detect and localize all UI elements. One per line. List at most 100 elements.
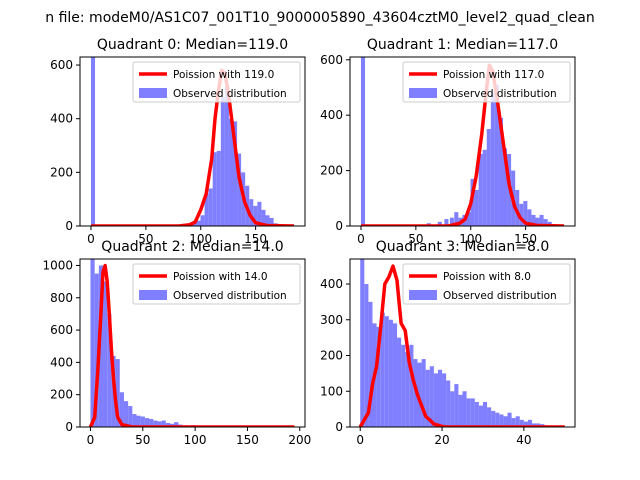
histogram-bar: [98, 265, 104, 427]
legend-box: [402, 263, 571, 305]
y-tick-label: 0: [65, 219, 73, 233]
histogram-bar: [466, 398, 471, 427]
histogram-bar: [208, 188, 213, 226]
subplot-title: Quadrant 3: Median=8.0: [376, 239, 550, 255]
histogram-bar: [482, 149, 487, 226]
histogram-bar: [482, 401, 488, 427]
legend: Poission with 119.0 Observed distribution: [132, 61, 301, 103]
histogram-bar: [449, 217, 454, 226]
histogram-bar: [384, 316, 389, 427]
histogram-bar: [249, 199, 254, 226]
legend: Poission with 8.0 Observed distribution: [402, 263, 571, 305]
histogram-bar: [519, 203, 524, 226]
histogram-bar: [123, 401, 129, 427]
histogram-bar: [458, 394, 463, 427]
histogram-bar: [437, 221, 442, 226]
axes-frame: [79, 258, 306, 428]
histogram-bar: [149, 418, 154, 427]
histogram-bar: [165, 422, 170, 427]
histogram-bar: [474, 189, 479, 226]
legend-bar-swatch: [139, 88, 167, 98]
histogram-bar: [90, 259, 95, 427]
y-tick-label: 400: [50, 112, 73, 126]
histogram-bar: [478, 405, 483, 427]
x-tick-label: 100: [184, 433, 207, 447]
histogram-bar: [140, 416, 145, 427]
subplot-title: Quadrant 1: Median=117.0: [367, 37, 558, 53]
histogram-bar: [204, 193, 209, 226]
legend: Poission with 117.0 Observed distribution: [402, 61, 571, 103]
histogram-bar: [462, 391, 467, 427]
x-tick-label: 50: [408, 232, 423, 246]
histogram-bar: [397, 337, 402, 427]
histogram-bar: [429, 366, 434, 427]
histogram-bar: [437, 369, 443, 427]
legend-label: Observed distribution: [173, 290, 287, 302]
histogram-bar: [220, 97, 225, 226]
histogram-bar: [454, 384, 459, 427]
axes-frame: [349, 258, 576, 428]
poisson-line: [358, 264, 565, 427]
legend-label: Observed distribution: [173, 88, 287, 100]
axes-frame: [349, 56, 576, 227]
x-tick-label: 0: [356, 433, 364, 447]
histogram-bar: [466, 212, 471, 226]
histogram-bar: [376, 326, 381, 427]
histogram-bar: [511, 418, 516, 427]
histogram-bar: [103, 281, 108, 427]
histogram-bar: [515, 416, 520, 427]
histogram-bar: [491, 410, 496, 427]
histogram-bar: [487, 407, 492, 427]
histogram-bar: [470, 398, 475, 427]
histogram-bar: [364, 284, 369, 427]
histogram-bar: [115, 359, 120, 427]
histogram-bar: [531, 214, 536, 226]
y-tick-label: 400: [50, 355, 73, 369]
y-tick-label: 200: [50, 165, 73, 179]
subplot-title: Quadrant 0: Median=119.0: [97, 37, 288, 53]
subplot-title: Quadrant 2: Median=14.0: [101, 239, 283, 255]
y-tick-label: 0: [335, 420, 343, 434]
histogram-bar: [547, 221, 552, 226]
histogram-bar: [444, 219, 449, 226]
histogram-bar: [253, 205, 258, 226]
legend-label: Poission with 14.0: [173, 271, 268, 283]
histogram-bar: [543, 219, 548, 226]
y-tick-label: 200: [50, 388, 73, 402]
legend-label: Observed distribution: [443, 88, 557, 100]
histogram-bar: [360, 57, 366, 226]
histogram-bar: [478, 153, 483, 226]
x-tick-label: 150: [244, 232, 267, 246]
histogram-bar: [157, 421, 162, 427]
histogram-bar: [216, 150, 221, 226]
legend-bar-swatch: [409, 290, 437, 300]
y-tick-label: 800: [50, 291, 73, 305]
histogram-bar: [94, 273, 99, 427]
histogram-bar: [153, 420, 158, 427]
histogram-bar: [401, 344, 406, 427]
histogram-bar: [421, 359, 426, 427]
histogram-bar: [446, 380, 451, 427]
histogram-bar: [494, 84, 499, 226]
histogram-bar: [261, 209, 266, 226]
x-tick-label: 50: [135, 433, 150, 447]
histogram-bar: [425, 369, 430, 427]
legend-box: [132, 263, 301, 305]
histogram-bar: [490, 93, 495, 226]
legend-label: Poission with 8.0: [443, 271, 531, 283]
histogram-bar: [257, 201, 262, 226]
y-tick-label: 600: [50, 58, 73, 72]
histogram-bars: [90, 259, 225, 427]
histogram-bar: [532, 423, 537, 427]
histogram-bar: [380, 312, 385, 427]
histogram-bar: [269, 217, 274, 226]
histogram-bar: [454, 212, 459, 226]
histogram-bar: [450, 391, 455, 427]
y-tick-label: 600: [320, 53, 343, 67]
x-tick-label: 50: [138, 232, 153, 246]
x-tick-label: 100: [459, 232, 482, 246]
histogram-bar: [486, 129, 491, 226]
histogram-bar: [174, 422, 179, 427]
legend-bar-swatch: [409, 88, 437, 98]
